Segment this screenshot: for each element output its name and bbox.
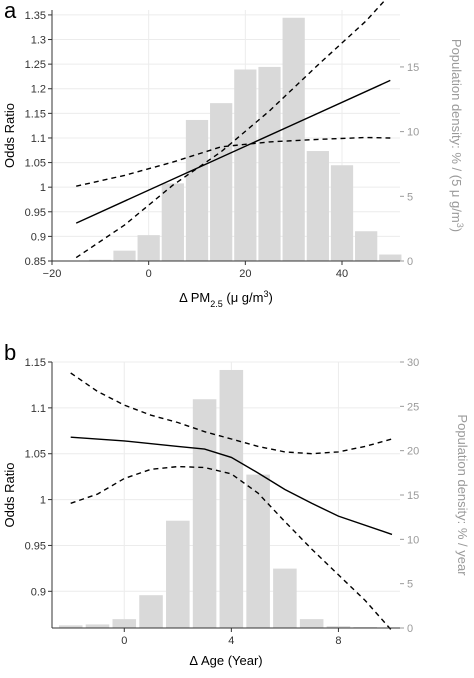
confidence-band-line [76, 136, 391, 187]
confidence-band-line [75, 0, 387, 259]
odds-ratio-line [70, 436, 393, 536]
chart-panel-a: 0.85 0.9 0.95 1 1.05 1.1 1.15 1.2 1.25 1.3 1.35 0 5 1… [2, 0, 465, 309]
density-bar [246, 474, 270, 628]
density-bar [355, 231, 378, 261]
density-bar [113, 250, 136, 261]
y-tick-label: 1.2 [31, 84, 46, 96]
density-bar [210, 103, 233, 262]
x-tick-label: −20 [43, 268, 62, 280]
y2-tick-label: 5 [407, 579, 413, 591]
y-tick-label: 1 [40, 182, 46, 194]
density-bar [258, 66, 281, 262]
density-bar [326, 626, 351, 628]
y2-tick-label: 10 [407, 127, 419, 139]
y-tick-label: 1.25 [25, 59, 46, 71]
confidence-band-line [70, 372, 393, 455]
density-bar [299, 619, 324, 628]
y-tick-label: 0.9 [31, 586, 46, 598]
density-bar [112, 619, 137, 628]
y-tick-label: 0.95 [25, 207, 46, 219]
y-axis-title: Odds Ratio [2, 462, 17, 527]
y2-tick-label: 30 [407, 357, 419, 369]
x-tick-label: 40 [336, 268, 348, 280]
x-tick-label: 0 [121, 635, 127, 647]
x-axis-title: Δ Age (Year) [189, 653, 262, 668]
y-tick-label: 1.05 [25, 449, 46, 461]
density-bar [58, 625, 83, 628]
y2-axis-title: Population density: % / year [455, 414, 470, 576]
density-bar [139, 595, 163, 628]
y-tick-label: 1.1 [31, 403, 46, 415]
y2-tick-label: 0 [407, 256, 413, 268]
density-bar [166, 520, 190, 628]
density-bar [85, 624, 110, 628]
y2-tick-label: 20 [407, 446, 419, 458]
y-tick-label: 1.3 [31, 35, 46, 47]
y-tick-label: 1.05 [25, 158, 46, 170]
y-tick-label: 1.35 [25, 10, 46, 22]
y-tick-label: 0.85 [25, 256, 46, 268]
y2-tick-label: 5 [407, 191, 413, 203]
y-tick-label: 0.95 [25, 540, 46, 552]
y-tick-label: 1.15 [25, 357, 46, 369]
density-bar [306, 151, 329, 261]
density-bar [192, 399, 217, 628]
y-tick-label: 0.9 [31, 231, 46, 243]
y2-tick-label: 15 [407, 490, 419, 502]
density-bar [273, 568, 297, 628]
y2-tick-label: 0 [407, 623, 413, 635]
y-tick-label: 1.15 [25, 108, 46, 120]
panel-letter: a [4, 0, 17, 23]
y2-tick-label: 10 [407, 534, 419, 546]
chart-panel-b: 0.9 0.95 1 1.05 1.1 1.15 0 5 10 15 20 25 30 0 4 8 b Δ Age… [2, 340, 470, 668]
odds-ratio-line [75, 79, 391, 224]
x-axis-title: Δ PM2.5 (μ g/m3) [179, 289, 273, 309]
y-tick-label: 1 [40, 495, 46, 507]
x-tick-label: 0 [146, 268, 152, 280]
density-bar [219, 369, 244, 628]
y2-tick-label: 15 [407, 62, 419, 74]
x-tick-label: 20 [239, 268, 251, 280]
x-tick-label: 4 [228, 635, 234, 647]
density-bar [89, 259, 112, 261]
y-tick-label: 1.1 [31, 133, 46, 145]
density-bar [282, 17, 305, 262]
density-bar [234, 69, 257, 261]
x-tick-label: 8 [335, 635, 341, 647]
panel-letter: b [4, 340, 16, 365]
density-bar [137, 235, 160, 261]
confidence-band-line [70, 465, 393, 632]
density-bar [161, 183, 184, 261]
density-bar [330, 165, 354, 261]
density-bar [379, 254, 402, 261]
y2-tick-label: 25 [407, 401, 419, 413]
y-axis-title: Odds Ratio [2, 103, 17, 168]
density-bar [185, 119, 209, 261]
y2-axis-title: Population density: % / (5 μ g/m3) [449, 39, 465, 232]
